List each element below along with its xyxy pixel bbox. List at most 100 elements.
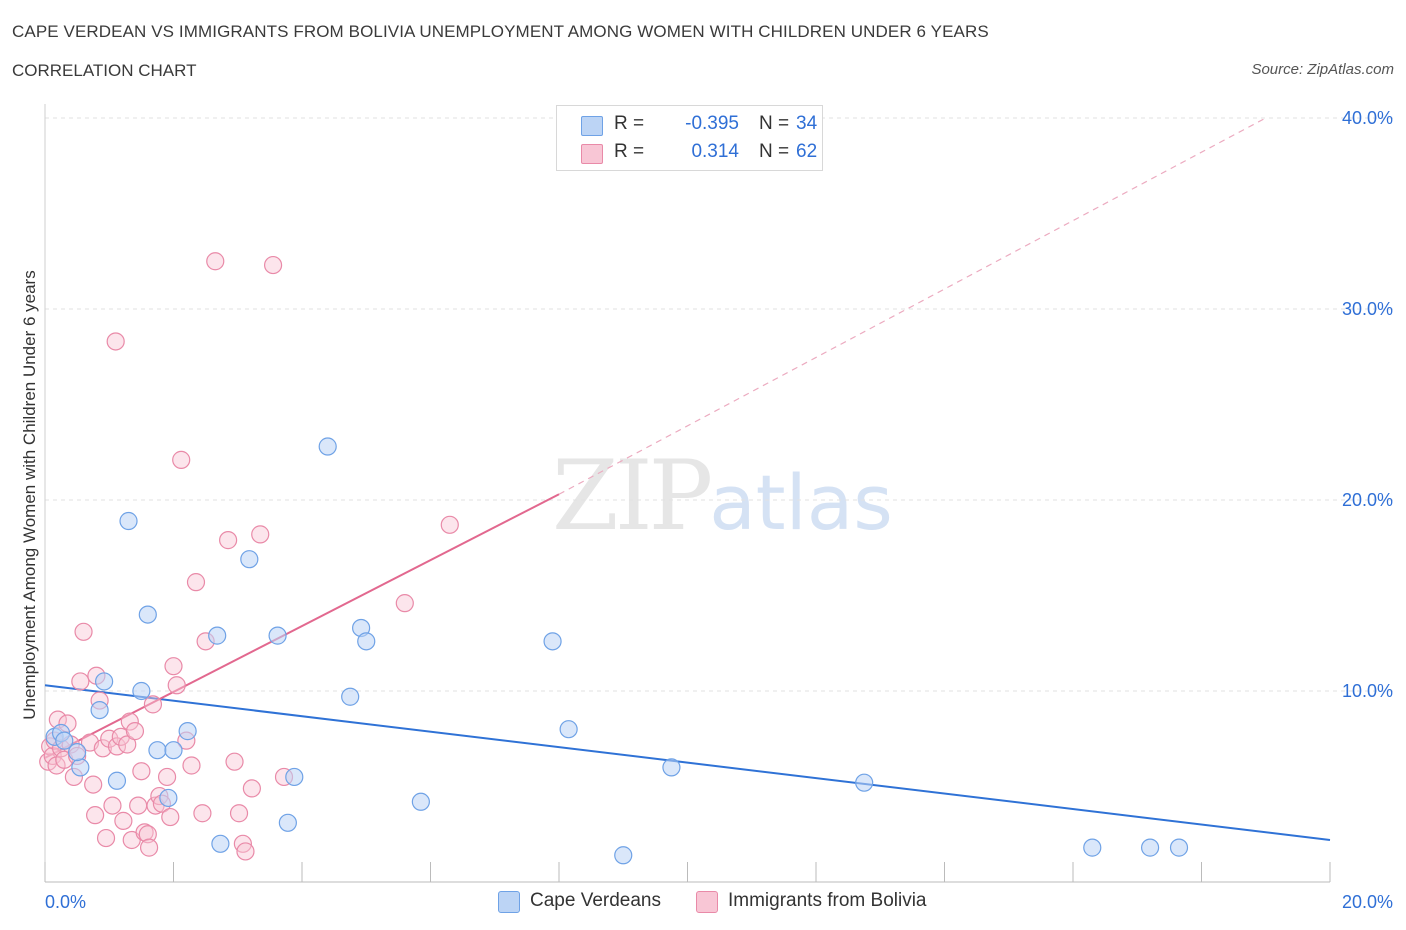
y-tick-label: 20.0%	[1342, 490, 1393, 510]
point-cape-verdean	[268, 626, 287, 645]
point-bolivia	[86, 806, 105, 825]
watermark: ZIPatlas	[552, 440, 893, 552]
point-bolivia	[395, 594, 414, 613]
point-cape-verdean	[95, 672, 114, 691]
trend-lines	[44, 117, 1331, 841]
point-bolivia	[236, 842, 255, 861]
point-bolivia	[93, 739, 112, 758]
legend-n-value: 34	[796, 113, 818, 134]
point-bolivia	[138, 825, 157, 844]
point-cape-verdean	[1083, 838, 1102, 857]
data-points	[39, 252, 1189, 865]
legend-r-label: R =	[614, 141, 645, 162]
point-cape-verdean	[1169, 838, 1189, 857]
point-bolivia	[143, 695, 163, 714]
point-cape-verdean	[90, 700, 109, 720]
point-cape-verdean	[411, 792, 430, 811]
chart-subtitle: CORRELATION CHART	[12, 61, 197, 80]
legend-n-label: N =	[759, 113, 790, 134]
point-bolivia	[100, 729, 119, 748]
point-bolivia	[251, 525, 270, 544]
point-bolivia	[103, 796, 122, 815]
point-bolivia	[96, 828, 116, 848]
point-cape-verdean	[855, 773, 874, 792]
bottom-legend-label: Immigrants from Bolivia	[728, 890, 927, 911]
point-cape-verdean	[138, 605, 157, 624]
point-bolivia	[206, 252, 225, 271]
point-cape-verdean	[208, 626, 227, 645]
legend-r-label: R =	[614, 113, 645, 134]
point-bolivia	[193, 804, 212, 823]
point-bolivia	[84, 775, 103, 794]
point-bolivia	[106, 332, 125, 351]
point-bolivia	[167, 676, 186, 695]
y-axis-label: Unemployment Among Women with Children U…	[20, 270, 39, 720]
bottom-legend-swatch-blue	[498, 891, 520, 913]
watermark-zip: ZIP	[552, 440, 713, 552]
x-tick-label: 20.0%	[1342, 892, 1393, 912]
point-cape-verdean	[318, 437, 337, 456]
point-bolivia	[161, 807, 180, 827]
point-bolivia	[229, 804, 249, 823]
point-cape-verdean	[71, 758, 90, 777]
legend-r-value: 0.314	[691, 141, 739, 162]
point-bolivia	[129, 796, 148, 815]
y-tick-label: 30.0%	[1342, 299, 1393, 319]
correlation-legend: R = -0.395 N = 34 R = 0.314 N = 62	[556, 105, 823, 171]
point-bolivia	[164, 657, 183, 676]
point-cape-verdean	[278, 813, 297, 832]
point-bolivia	[125, 722, 145, 741]
watermark-atlas: atlas	[709, 458, 893, 547]
point-cape-verdean	[159, 788, 178, 808]
legend-swatch-blue	[581, 116, 603, 136]
point-cape-verdean	[662, 758, 681, 777]
point-bolivia	[118, 735, 137, 754]
point-cape-verdean	[119, 511, 138, 531]
bottom-legend-swatch-pink	[696, 891, 718, 913]
point-bolivia	[132, 762, 151, 781]
legend-r-value: -0.395	[685, 113, 739, 134]
point-bolivia	[74, 622, 93, 641]
point-bolivia	[71, 672, 90, 691]
point-cape-verdean	[559, 720, 578, 739]
trend-line-bolivia	[44, 493, 560, 759]
point-bolivia	[120, 712, 139, 731]
chart-title: CAPE VERDEAN VS IMMIGRANTS FROM BOLIVIA …	[12, 22, 989, 41]
trend-line-bolivia-extension	[558, 117, 1267, 495]
point-cape-verdean	[240, 550, 259, 569]
gridlines	[45, 117, 1395, 692]
point-cape-verdean	[68, 743, 87, 762]
point-bolivia	[242, 779, 261, 798]
point-bolivia	[157, 767, 177, 787]
point-cape-verdean	[107, 771, 127, 790]
point-cape-verdean	[285, 767, 304, 787]
point-bolivia	[225, 752, 244, 771]
legend-n-value: 62	[796, 141, 818, 162]
bottom-legend-label: Cape Verdeans	[530, 890, 661, 911]
tick-labels: 10.0% 20.0% 30.0% 40.0% 0.0% 20.0%	[45, 108, 1393, 912]
point-bolivia	[172, 450, 191, 469]
point-cape-verdean	[55, 731, 74, 750]
point-cape-verdean	[614, 846, 633, 865]
source-label: Source: ZipAtlas.com	[1251, 61, 1394, 78]
legend-swatch-pink	[581, 144, 603, 164]
y-tick-label: 10.0%	[1342, 681, 1393, 701]
point-cape-verdean	[1140, 838, 1160, 857]
point-cape-verdean	[164, 741, 183, 760]
point-bolivia	[139, 838, 159, 857]
point-bolivia	[440, 515, 459, 534]
point-cape-verdean	[211, 834, 230, 853]
legend-n-label: N =	[759, 141, 790, 162]
x-tick-label: 0.0%	[45, 892, 86, 912]
point-bolivia	[186, 573, 206, 592]
point-cape-verdean	[543, 632, 562, 651]
point-cape-verdean	[357, 632, 376, 651]
point-bolivia	[182, 756, 201, 775]
point-cape-verdean	[148, 741, 167, 760]
point-cape-verdean	[178, 722, 197, 741]
point-bolivia	[263, 255, 283, 275]
point-bolivia	[219, 531, 238, 550]
trend-line-cape-verdeans	[44, 684, 1331, 841]
point-cape-verdean	[341, 687, 360, 706]
point-cape-verdean	[132, 681, 151, 701]
